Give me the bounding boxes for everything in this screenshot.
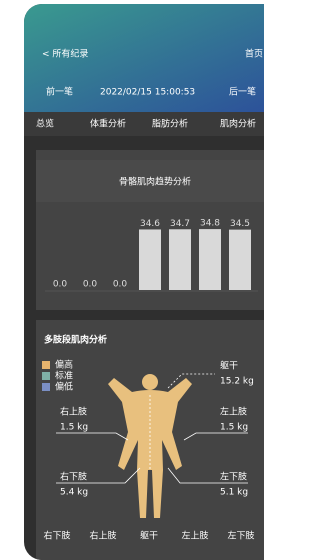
page: {"header": {"back": "< 所有纪录", "home": "首… (0, 0, 264, 560)
value-label: 0.0 (113, 280, 128, 290)
value-label: 34.5 (230, 219, 250, 229)
segment-title: 多肢段肌肉分析 (44, 334, 107, 346)
tab[interactable]: 脂肪分析 (152, 118, 188, 130)
segment-value: 5.1 kg (220, 488, 248, 498)
segment-name: 躯干 (220, 360, 238, 372)
chart-title: 骨骼肌肉趋势分析 (119, 176, 191, 188)
legend-label: 偏低 (55, 381, 73, 393)
bar (139, 229, 161, 290)
home-button[interactable]: 首页 (245, 48, 263, 60)
tab[interactable]: 肌肉分析 (220, 118, 256, 130)
segment-tab[interactable]: 躯干 (140, 530, 158, 542)
segment-name: 左上肢 (220, 406, 247, 418)
segment-tab[interactable]: 左下肢 (227, 530, 254, 542)
segment-value: 1.5 kg (60, 423, 88, 433)
value-label: 0.0 (53, 280, 68, 290)
segment-value: 15.2 kg (220, 377, 254, 387)
segment-value: 1.5 kg (220, 423, 248, 433)
segment-tab[interactable]: 左上肢 (181, 530, 208, 542)
phone: < 所有纪录 首页 前一笔 2022/02/15 15:00:53 后一笔 骨骼… (24, 4, 264, 560)
tab[interactable]: 体重分析 (90, 118, 126, 130)
legend-swatch (42, 372, 50, 380)
legend-swatch (42, 383, 50, 391)
value-label: 0.0 (83, 280, 98, 290)
segment-tab[interactable]: 右上肢 (89, 530, 116, 542)
value-label: 34.6 (140, 219, 160, 229)
bar (199, 229, 221, 290)
segment-name: 右上肢 (60, 406, 87, 418)
bar (229, 230, 251, 290)
legend-swatch (42, 361, 50, 369)
bar (169, 229, 191, 290)
tab[interactable]: 总览 (36, 118, 54, 130)
segment-name: 左下肢 (220, 471, 247, 483)
legend-label: 偏高 (55, 359, 73, 371)
value-label: 34.8 (200, 219, 220, 229)
next-button[interactable]: 后一笔 (229, 86, 256, 98)
segment-name: 右下肢 (60, 471, 87, 483)
datetime: 2022/02/15 15:00:53 (100, 88, 195, 98)
value-label: 34.7 (170, 219, 190, 229)
segment-tab[interactable]: 右下肢 (43, 530, 70, 542)
prev-button[interactable]: 前一笔 (46, 86, 73, 98)
segment-value: 5.4 kg (60, 488, 88, 498)
back-button[interactable]: < 所有纪录 (42, 48, 88, 60)
screen: < 所有纪录 首页 前一笔 2022/02/15 15:00:53 后一笔 骨骼… (0, 0, 264, 560)
legend-label: 标准 (55, 370, 73, 382)
